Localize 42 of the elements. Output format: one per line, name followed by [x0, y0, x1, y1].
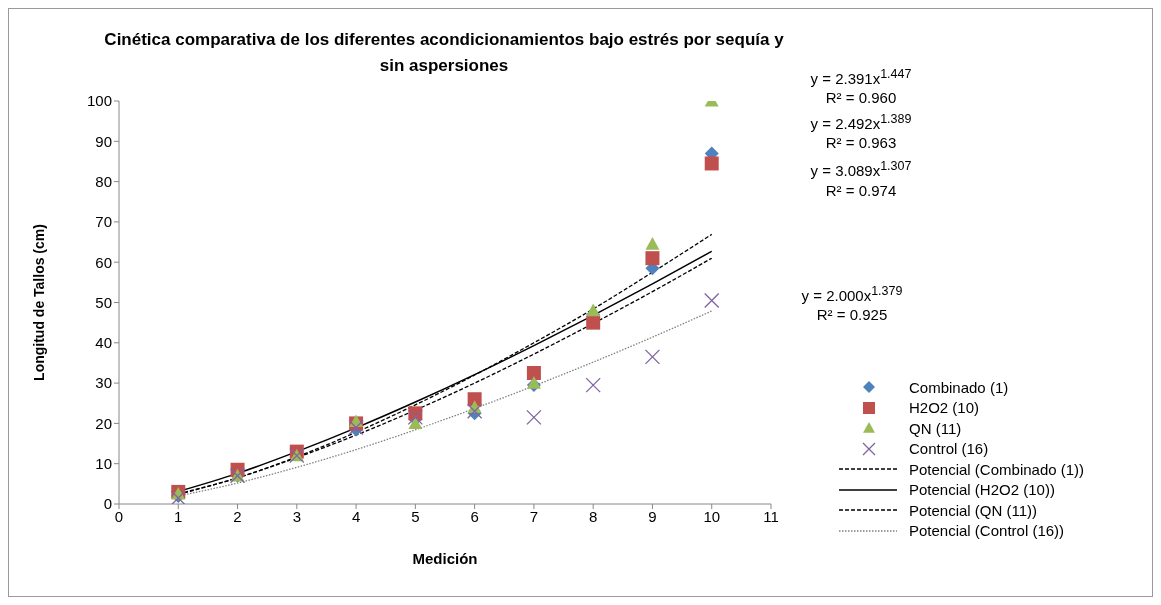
x-axis-title: Medición — [412, 550, 478, 567]
legend-label: Potencial (Combinado (1)) — [909, 460, 1085, 478]
y-tick-label: 60 — [95, 253, 112, 271]
text: R² = 0.974 — [824, 182, 898, 199]
x-tick-label: 10 — [703, 507, 721, 525]
legend-label: Potencial (Control (16)) — [909, 522, 1065, 540]
x-tick-label: 0 — [114, 507, 124, 525]
chart-title: Cinética comparativa de los diferentes acondicionamientos bajo estrés por sequía y sin aspersiones — [103, 29, 785, 77]
legend-label: Combinado (1) — [909, 378, 1009, 396]
y-tick-label: 90 — [95, 132, 112, 150]
x-tick-label: 8 — [589, 507, 598, 525]
text: R² = 0.925 — [815, 306, 889, 323]
y-tick-label: 0 — [103, 495, 112, 513]
text: R² = 0.963 — [824, 134, 898, 151]
x-tick-label: 2 — [233, 507, 242, 525]
legend-label: QN (11) — [909, 419, 962, 437]
y-tick-label: 20 — [95, 414, 112, 432]
text: y = 2.492x$^{1.389}$ — [809, 112, 913, 132]
text: y = 2.391x$^{1.447}$ — [809, 67, 913, 87]
x-tick-label: 1 — [174, 507, 183, 525]
x-tick-label: 11 — [763, 507, 779, 525]
y-tick-label: 30 — [95, 374, 112, 392]
y-tick-label: 70 — [95, 213, 112, 231]
x-tick-label: 7 — [529, 507, 539, 525]
legend-label: Potencial (QN (11)) — [909, 501, 1038, 519]
x-tick-label: 5 — [411, 507, 420, 525]
legend-label: H2O2 (10) — [909, 399, 980, 417]
y-tick-label: 50 — [95, 293, 112, 311]
y-tick-label: 100 — [86, 92, 112, 110]
text: R² = 0.960 — [824, 89, 898, 106]
y-tick-label: 40 — [95, 334, 112, 352]
x-tick-label: 6 — [470, 507, 479, 525]
x-tick-label: 9 — [648, 507, 657, 525]
legend-label: Control (16) — [909, 440, 989, 458]
x-tick-label: 3 — [292, 507, 301, 525]
x-tick-label: 4 — [351, 507, 361, 525]
y-tick-label: 80 — [95, 172, 112, 190]
legend-label: Potencial (H2O2 (10)) — [909, 481, 1055, 499]
y-axis-title: Longitud de Tallos (cm) — [30, 224, 47, 381]
text: y = 3.089x$^{1.307}$ — [809, 159, 913, 179]
y-tick-label: 10 — [95, 455, 112, 473]
text: y = 2.000x$^{1.379}$ — [800, 284, 904, 304]
